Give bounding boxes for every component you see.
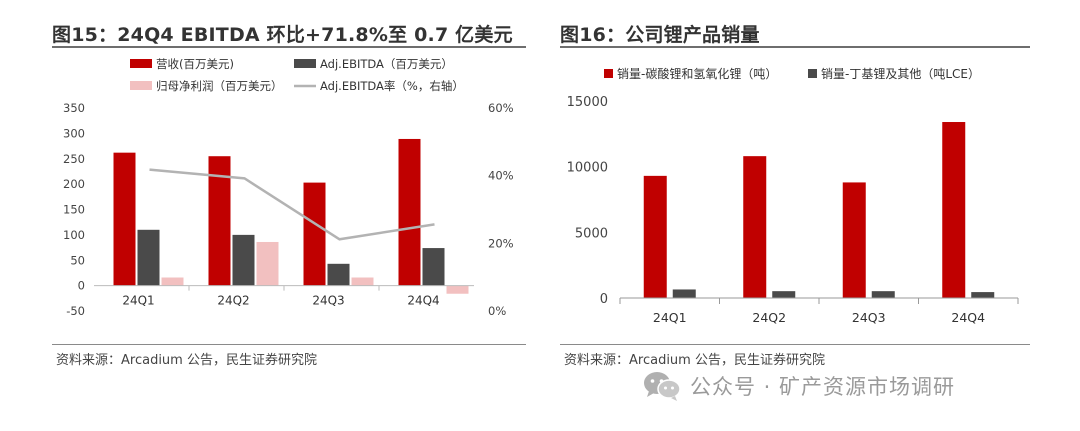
y2-tick-label: 40%: [488, 169, 514, 183]
y-tick-label: 15000: [567, 95, 608, 110]
right-source: 资料来源：Arcadium 公告，民生证券研究院: [564, 353, 825, 368]
bar: [643, 175, 667, 298]
right-chart: 销量-碳酸锂和氢氧化锂（吨） 销量-丁基锂及其他（吨LCE） 0 5000 10000 1…: [567, 66, 1019, 325]
left-source: 资料来源：Arcadium 公告，民生证券研究院: [56, 353, 317, 368]
x-tick-label: 24Q3: [852, 310, 886, 325]
right-panel: 图16：公司锂产品销量 销量-碳酸锂和氢氧化锂（吨） 销量-丁基锂及其他（吨LCE…: [560, 0, 1030, 370]
y-tick-label: 10000: [567, 161, 608, 176]
bar: [446, 285, 469, 294]
y-tick-label: 300: [63, 126, 85, 140]
y-tick-label: 5000: [575, 226, 608, 241]
bar: [303, 182, 326, 286]
y-tick-label: 50: [70, 253, 85, 267]
bar: [743, 156, 767, 298]
bar: [232, 234, 255, 286]
bar: [398, 138, 421, 286]
y2-tick-label: 0%: [488, 304, 506, 318]
legend-label: 销量-丁基锂及其他（吨LCE）: [821, 66, 980, 81]
legend-label: 营收(百万美元): [156, 57, 234, 71]
wechat-icon: [644, 372, 681, 401]
y-tick-label: 350: [63, 101, 85, 115]
y-tick-label: 200: [63, 177, 85, 191]
bar: [871, 291, 895, 298]
legend-label: Adj.EBITDA（百万美元）: [320, 57, 453, 71]
left-chart: 营收(百万美元) Adj.EBITDA（百万美元） 归母净利润（百万美元） Adj.E…: [63, 57, 514, 318]
legend-label: 销量-碳酸锂和氢氧化锂（吨）: [617, 66, 777, 81]
y2-tick-label: 20%: [488, 236, 514, 250]
bar: [161, 277, 184, 286]
x-tick-label: 24Q3: [312, 294, 344, 308]
bar: [422, 248, 445, 286]
x-tick-label: 24Q2: [217, 294, 249, 308]
left-panel: 图15：24Q4 EBITDA 环比+71.8%至 0.7 亿美元 营收(百万美…: [52, 0, 526, 370]
right-chart-title: 图16：公司锂产品销量: [560, 24, 760, 46]
right-source-rule: [560, 344, 1030, 345]
legend-swatch: [130, 81, 152, 90]
left-chart-title: 图15：24Q4 EBITDA 环比+71.8%至 0.7 亿美元: [52, 24, 513, 46]
x-tick-label: 24Q1: [122, 294, 154, 308]
legend-swatch: [604, 69, 613, 78]
bar: [351, 277, 374, 286]
y2-tick-label: 60%: [488, 101, 514, 115]
y-tick-label: 0: [78, 279, 85, 293]
right-title-rule: [560, 46, 1030, 48]
ebitda-margin-line: [149, 168, 435, 241]
y-tick-label: 150: [63, 203, 85, 217]
bar: [842, 182, 866, 298]
watermark: 公众号 · 矿产资源市场调研: [642, 370, 955, 402]
bar: [942, 122, 966, 298]
legend-swatch: [294, 59, 316, 68]
legend-label: Adj.EBITDA率（%，右轴）: [320, 79, 464, 93]
bar: [137, 229, 160, 286]
legend-label: 归母净利润（百万美元）: [156, 79, 283, 93]
y-tick-label: -50: [66, 304, 85, 318]
bar: [971, 292, 995, 298]
y-tick-label: 100: [63, 228, 85, 242]
left-source-rule: [52, 344, 526, 345]
bar: [772, 291, 796, 298]
legend-swatch: [808, 69, 817, 78]
x-tick-label: 24Q4: [407, 294, 439, 308]
left-title-rule: [52, 46, 526, 48]
x-tick-label: 24Q2: [752, 310, 786, 325]
bar: [113, 152, 136, 286]
bar: [208, 156, 231, 286]
watermark-text: 公众号 · 矿产资源市场调研: [690, 375, 956, 399]
bar: [256, 241, 279, 286]
y-tick-label: 0: [600, 292, 608, 307]
x-tick-label: 24Q1: [653, 310, 687, 325]
y-tick-label: 250: [63, 152, 85, 166]
legend-swatch: [130, 59, 152, 68]
x-tick-label: 24Q4: [951, 310, 985, 325]
bar: [327, 263, 350, 286]
bar: [672, 289, 696, 298]
